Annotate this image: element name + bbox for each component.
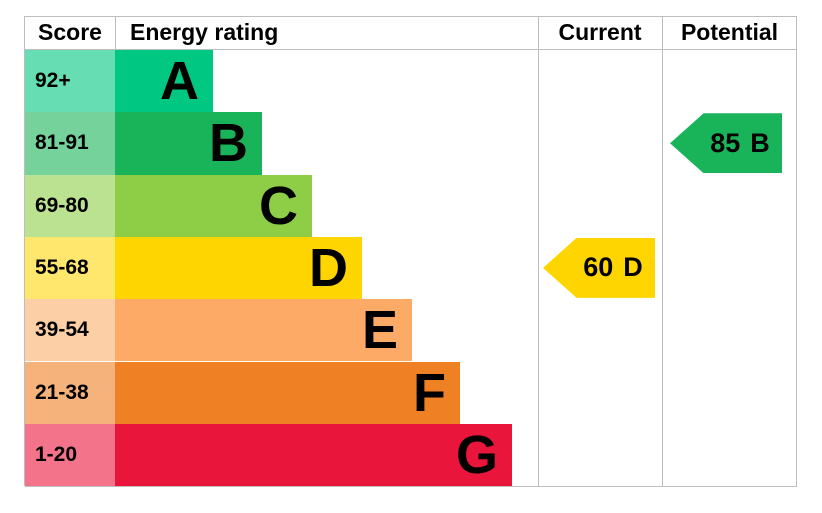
band-letter: A [160, 51, 199, 112]
potential-rating-band: B [750, 127, 770, 158]
band-bar: B [115, 112, 262, 175]
band-letter: D [309, 238, 348, 299]
band-bar: C [115, 174, 312, 237]
band-score-label: 81-91 [35, 131, 89, 155]
band-score-label: 1-20 [35, 442, 78, 466]
current-column-left-border [538, 16, 539, 486]
band-letter: E [361, 300, 398, 361]
band-bar: E [115, 299, 412, 362]
table-border-bottom [25, 486, 797, 487]
band-score-cell: 21-38 [25, 361, 115, 424]
potential-column-header: Potential [662, 16, 797, 49]
band-score-cell: 1-20 [25, 423, 115, 487]
potential-column-left-border [662, 16, 663, 486]
potential-rating-value: 85 [710, 127, 741, 158]
energy-rating-column-header: Energy rating [130, 16, 278, 49]
table-border-right [796, 16, 797, 486]
table-border-top [25, 16, 797, 17]
band-score-label: 21-38 [35, 380, 89, 404]
band-letter: C [259, 175, 298, 236]
band-score-label: 92+ [35, 69, 71, 93]
current-rating-arrow: 60 D [543, 237, 655, 298]
current-header-label: Current [558, 19, 642, 45]
energy-rating-header-label: Energy rating [130, 19, 279, 45]
band-score-cell: 39-54 [25, 299, 115, 362]
potential-header-label: Potential [680, 19, 779, 45]
band-score-label: 69-80 [35, 193, 89, 217]
current-rating-value: 60 [583, 252, 614, 283]
band-letter: G [455, 424, 498, 485]
band-score-cell: 92+ [25, 50, 115, 113]
potential-rating-arrow: 85 B [670, 113, 782, 174]
band-score-cell: 55-68 [25, 236, 115, 300]
header-bottom-border [25, 49, 797, 50]
band-bar: F [115, 361, 460, 424]
score-column-divider [115, 16, 116, 49]
score-header-label: Score [38, 19, 102, 45]
band-bar: A [115, 50, 213, 113]
band-letter: B [209, 113, 248, 174]
band-bar: D [115, 236, 362, 300]
current-rating-band: D [623, 252, 643, 283]
band-letter: F [413, 362, 446, 423]
band-score-label: 39-54 [35, 318, 89, 342]
table-border-left [24, 16, 25, 486]
band-score-label: 55-68 [35, 256, 89, 280]
band-score-cell: 69-80 [25, 174, 115, 237]
score-column-header: Score [25, 16, 115, 49]
band-score-cell: 81-91 [25, 112, 115, 175]
band-bar: G [115, 423, 512, 487]
current-column-header: Current [538, 16, 662, 49]
